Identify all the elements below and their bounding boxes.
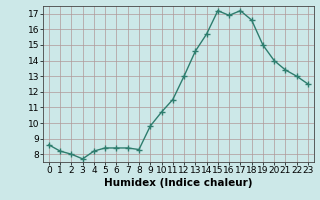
X-axis label: Humidex (Indice chaleur): Humidex (Indice chaleur) bbox=[104, 178, 253, 188]
